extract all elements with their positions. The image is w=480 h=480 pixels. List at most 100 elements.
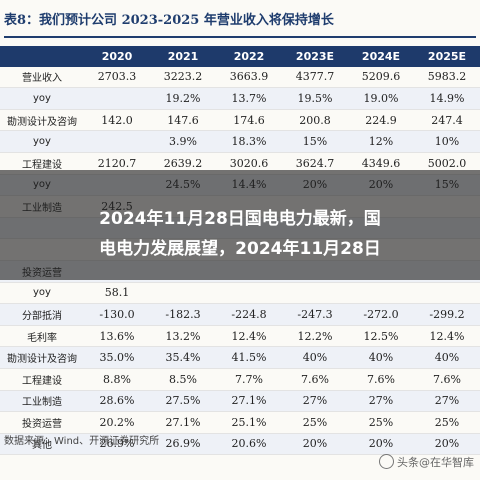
value-cell: 15% bbox=[282, 130, 348, 153]
value-cell: 19.0% bbox=[348, 87, 414, 110]
value-cell: -130.0 bbox=[84, 303, 150, 326]
value-cell: -182.3 bbox=[150, 303, 216, 326]
value-cell bbox=[282, 282, 348, 305]
headline-overlay-band bbox=[0, 170, 480, 280]
value-cell: 8.8% bbox=[84, 368, 150, 391]
header-cell-label bbox=[0, 46, 84, 67]
value-cell: 12.4% bbox=[216, 325, 282, 348]
table-row: yoy 19.2% 13.7% 19.5% 19.0% 14.9% bbox=[0, 87, 480, 110]
headline-overlay: 2024年11月28日国电电力最新，国 电电力发展展望，2024年11月28日 bbox=[0, 204, 480, 264]
value-cell: 3663.9 bbox=[216, 66, 282, 89]
value-cell: 147.6 bbox=[150, 109, 216, 132]
watermark: 头条@在华智库 bbox=[379, 454, 474, 470]
value-cell: 27% bbox=[348, 390, 414, 413]
row-label-cell: 分部抵消 bbox=[0, 303, 84, 326]
headline-line-2: 电电力发展展望，2024年11月28日 bbox=[99, 239, 381, 259]
value-cell: 4377.7 bbox=[282, 66, 348, 89]
table-row: 勘测设计及咨询 142.0 147.6 174.6 200.8 224.9 247.4 bbox=[0, 109, 480, 132]
value-cell: 12% bbox=[348, 130, 414, 153]
header-cell-year: 2023E bbox=[282, 46, 348, 67]
value-cell: -224.8 bbox=[216, 303, 282, 326]
value-cell: 40% bbox=[282, 346, 348, 369]
value-cell: 12.2% bbox=[282, 325, 348, 348]
table-row: 勘测设计及咨询 35.0% 35.4% 41.5% 40% 40% 40% bbox=[0, 346, 480, 369]
value-cell: 25% bbox=[282, 411, 348, 434]
row-label-cell: 毛利率 bbox=[0, 325, 84, 348]
value-cell: 25% bbox=[414, 411, 480, 434]
watermark-text: 头条@在华智库 bbox=[397, 456, 474, 469]
value-cell: 13.6% bbox=[84, 325, 150, 348]
value-cell: 26.9% bbox=[84, 433, 150, 456]
value-cell: 41.5% bbox=[216, 346, 282, 369]
value-cell: 12.5% bbox=[348, 325, 414, 348]
value-cell bbox=[84, 130, 150, 153]
row-label-cell: yoy bbox=[0, 282, 84, 305]
value-cell: 27.1% bbox=[150, 411, 216, 434]
value-cell: 19.5% bbox=[282, 87, 348, 110]
row-label-cell: 营业收入 bbox=[0, 66, 84, 89]
value-cell bbox=[216, 282, 282, 305]
value-cell: 5209.6 bbox=[348, 66, 414, 89]
value-cell: 27.1% bbox=[216, 390, 282, 413]
value-cell: 27.5% bbox=[150, 390, 216, 413]
table-row: yoy 58.1 bbox=[0, 282, 480, 305]
value-cell bbox=[414, 282, 480, 305]
value-cell: 20% bbox=[348, 433, 414, 456]
value-cell: 20% bbox=[282, 433, 348, 456]
value-cell: 27% bbox=[414, 390, 480, 413]
value-cell: 25.1% bbox=[216, 411, 282, 434]
value-cell: 7.6% bbox=[348, 368, 414, 391]
value-cell bbox=[150, 282, 216, 305]
value-cell: 200.8 bbox=[282, 109, 348, 132]
value-cell bbox=[348, 282, 414, 305]
value-cell: 27% bbox=[282, 390, 348, 413]
value-cell: 20% bbox=[414, 433, 480, 456]
value-cell: 40% bbox=[348, 346, 414, 369]
table-header-row: 2020 2021 2022 2023E 2024E 2025E bbox=[0, 46, 480, 67]
watermark-logo-icon bbox=[379, 454, 394, 469]
value-cell: 142.0 bbox=[84, 109, 150, 132]
value-cell: 7.7% bbox=[216, 368, 282, 391]
header-cell-year: 2022 bbox=[216, 46, 282, 67]
table-row: 营业收入 2703.3 3223.2 3663.9 4377.7 5209.6 5983.2 bbox=[0, 66, 480, 89]
header-cell-year: 2021 bbox=[150, 46, 216, 67]
row-label-cell: yoy bbox=[0, 130, 84, 153]
table-row: 工程建设 2120.7 2639.2 3020.6 3624.7 4349.6 5002.0 bbox=[0, 152, 480, 175]
value-cell: 20.6% bbox=[216, 433, 282, 456]
value-cell: 2703.3 bbox=[84, 66, 150, 89]
value-cell: 3020.6 bbox=[216, 152, 282, 175]
row-label-cell: yoy bbox=[0, 87, 84, 110]
value-cell: 19.2% bbox=[150, 87, 216, 110]
value-cell: 13.2% bbox=[150, 325, 216, 348]
value-cell: 247.4 bbox=[414, 109, 480, 132]
value-cell: -272.0 bbox=[348, 303, 414, 326]
value-cell: -247.3 bbox=[282, 303, 348, 326]
row-label-cell: 勘测设计及咨询 bbox=[0, 109, 84, 132]
row-label-cell: 其他 bbox=[0, 433, 84, 456]
table-row: 工业制造 28.6% 27.5% 27.1% 27% 27% 27% bbox=[0, 390, 480, 413]
value-cell: -299.2 bbox=[414, 303, 480, 326]
value-cell: 4349.6 bbox=[348, 152, 414, 175]
header-cell-year: 2024E bbox=[348, 46, 414, 67]
value-cell: 3.9% bbox=[150, 130, 216, 153]
value-cell: 224.9 bbox=[348, 109, 414, 132]
value-cell: 8.5% bbox=[150, 368, 216, 391]
row-label-cell: 工程建设 bbox=[0, 368, 84, 391]
header-cell-year: 2020 bbox=[84, 46, 150, 67]
value-cell: 20.2% bbox=[84, 411, 150, 434]
value-cell: 5002.0 bbox=[414, 152, 480, 175]
value-cell: 7.6% bbox=[282, 368, 348, 391]
table-row: 分部抵消 -130.0 -182.3 -224.8 -247.3 -272.0 -299.2 bbox=[0, 303, 480, 326]
table-row: yoy 3.9% 18.3% 15% 12% 10% bbox=[0, 130, 480, 153]
table-row: 投资运营 20.2% 27.1% 25.1% 25% 25% 25% bbox=[0, 411, 480, 434]
table-row: 工程建设 8.8% 8.5% 7.7% 7.6% 7.6% 7.6% bbox=[0, 368, 480, 391]
value-cell: 26.9% bbox=[150, 433, 216, 456]
value-cell: 18.3% bbox=[216, 130, 282, 153]
value-cell: 13.7% bbox=[216, 87, 282, 110]
value-cell: 10% bbox=[414, 130, 480, 153]
value-cell: 7.6% bbox=[414, 368, 480, 391]
row-label-cell: 工业制造 bbox=[0, 390, 84, 413]
value-cell: 58.1 bbox=[84, 282, 150, 305]
value-cell: 12.4% bbox=[414, 325, 480, 348]
value-cell: 14.9% bbox=[414, 87, 480, 110]
